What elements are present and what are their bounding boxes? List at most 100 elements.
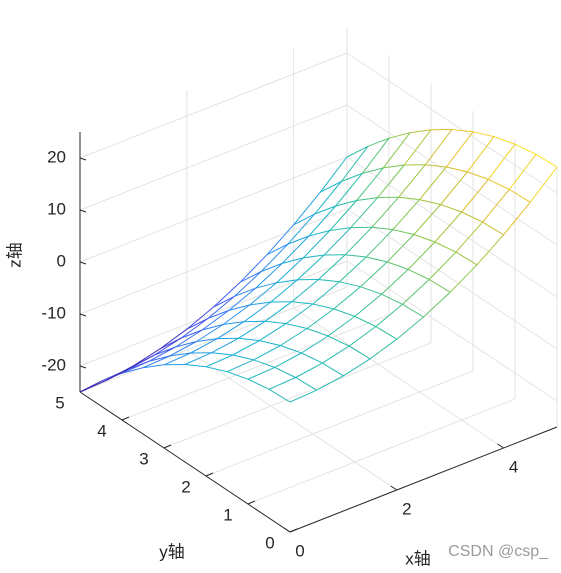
mesh-edge — [348, 345, 371, 360]
mesh-edge — [413, 204, 441, 235]
mesh-edge — [455, 221, 483, 253]
mesh-edge — [302, 230, 331, 259]
mesh-edge — [228, 304, 250, 311]
mesh-edge — [366, 256, 388, 263]
mesh-edge — [371, 196, 399, 228]
mesh-edge — [472, 131, 495, 138]
mesh-edge — [440, 171, 468, 205]
mesh-edge — [340, 145, 369, 182]
mesh-edge — [314, 181, 342, 215]
mesh-edge — [509, 189, 531, 203]
mesh-edge — [121, 367, 144, 374]
mesh-edge — [196, 338, 218, 342]
mesh-edge — [354, 315, 377, 327]
mesh-edge — [419, 199, 441, 205]
mesh-edge — [339, 281, 361, 288]
y-tick-label: 2 — [181, 477, 190, 496]
mesh-edge — [228, 287, 256, 311]
z-tick-label: -20 — [41, 355, 66, 374]
mesh-edge — [360, 261, 388, 288]
z-tick — [79, 209, 87, 213]
mesh-edge — [322, 362, 344, 377]
mesh-edge — [291, 279, 319, 303]
mesh-edge — [407, 268, 430, 280]
z-tick-label: -10 — [41, 303, 66, 322]
mesh-edge — [488, 178, 510, 190]
grid-line — [346, 156, 558, 298]
mesh-edge — [375, 326, 398, 340]
z-tick-label: 10 — [47, 199, 66, 218]
mesh-edge — [259, 340, 281, 346]
mesh-edge — [148, 355, 170, 362]
mesh-edge — [371, 226, 393, 231]
mesh-edge — [360, 286, 382, 295]
mesh-edge — [154, 337, 182, 356]
grid-line — [79, 104, 348, 211]
mesh-edge — [409, 129, 432, 134]
mesh-edge — [276, 279, 298, 284]
mesh-edge — [226, 371, 249, 380]
mesh-edge — [461, 211, 483, 223]
mesh-edge — [451, 129, 474, 133]
mesh-edge — [232, 354, 254, 361]
y-tick — [289, 528, 298, 533]
mesh-edge — [424, 129, 453, 166]
grid-line — [205, 370, 474, 477]
mesh-edge — [356, 167, 384, 201]
z-tick — [79, 313, 87, 317]
mesh-edge — [467, 171, 489, 180]
mesh-edge — [196, 324, 224, 342]
z-tick — [79, 261, 87, 265]
mesh-edge — [255, 263, 283, 289]
mesh-edge — [249, 301, 271, 306]
mesh-edge — [247, 366, 275, 380]
mesh-edge — [148, 346, 176, 362]
mesh-edge — [295, 362, 323, 378]
mesh-edge — [274, 366, 296, 378]
grid-line — [247, 398, 516, 505]
y-axis-label: y轴 — [159, 542, 185, 561]
y-tick — [163, 444, 172, 449]
mesh-edge — [361, 137, 390, 174]
mesh-edge — [312, 281, 340, 305]
mesh-edge — [287, 213, 315, 245]
mesh-edge — [487, 143, 516, 180]
mesh-edge — [329, 227, 351, 231]
mesh-edge — [446, 166, 468, 173]
mesh-edge — [413, 234, 436, 243]
y-tick-label: 3 — [139, 449, 148, 468]
mesh-edge — [344, 226, 373, 256]
grid-line — [186, 349, 398, 491]
mesh-edge — [261, 262, 283, 272]
mesh-edge — [308, 205, 336, 237]
x-tick-label: 2 — [402, 499, 411, 518]
mesh-edge — [295, 377, 317, 391]
mesh-edge — [327, 335, 350, 347]
mesh-edge — [243, 301, 272, 323]
mesh-edge — [419, 166, 447, 200]
mesh-edge — [207, 295, 235, 319]
mesh-edge — [184, 352, 212, 365]
mesh-edge — [320, 181, 342, 193]
mesh-edge — [255, 282, 277, 289]
mesh-edge — [403, 129, 432, 166]
x-tick — [390, 485, 398, 491]
mesh-edge — [234, 287, 256, 297]
mesh-edge — [398, 164, 426, 198]
mesh-edge — [333, 286, 361, 310]
grid-line — [79, 208, 348, 315]
mesh-edge — [476, 234, 504, 266]
mesh-edge — [318, 254, 346, 280]
mesh-edge — [345, 254, 367, 258]
mesh-edge — [482, 189, 510, 223]
mesh-edge — [508, 153, 537, 190]
mesh-edge — [306, 328, 329, 337]
mesh-edge — [287, 235, 310, 245]
grid-line — [293, 307, 504, 449]
mesh-edge — [268, 388, 291, 403]
mesh-edge — [169, 341, 197, 357]
mesh-edge — [247, 378, 270, 390]
mesh-edge — [402, 303, 424, 318]
mesh-edge — [266, 224, 294, 256]
mesh-edge — [265, 320, 287, 325]
